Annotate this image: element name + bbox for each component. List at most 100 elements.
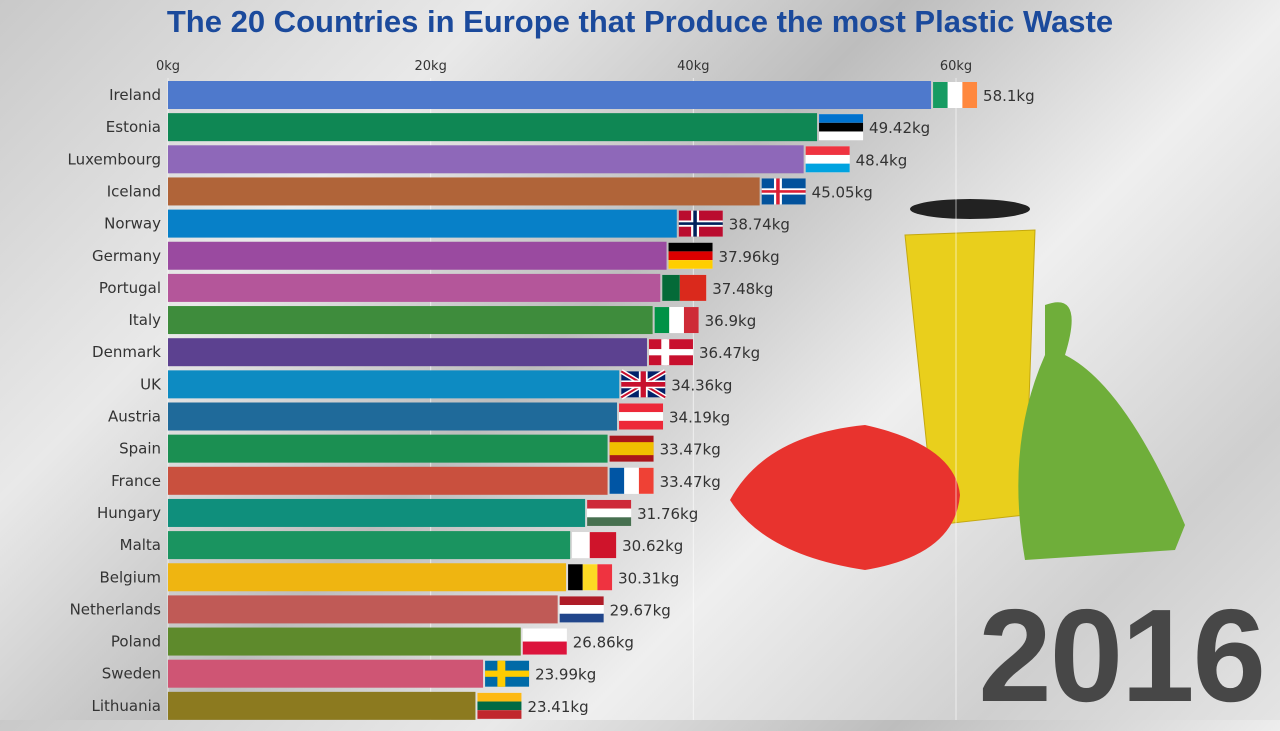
- category-label: UK: [140, 375, 162, 393]
- hungary-flag-icon: [587, 499, 632, 526]
- bar: [168, 627, 521, 656]
- category-label: Ireland: [109, 86, 161, 104]
- germany-flag-icon: [668, 242, 713, 269]
- category-label: Netherlands: [70, 600, 162, 618]
- bar-row: Austria 34.19kg: [108, 402, 730, 431]
- bar-row: Portugal 37.48kg: [99, 273, 773, 302]
- uk-flag-icon: [619, 369, 667, 400]
- value-label: 30.31kg: [618, 569, 679, 587]
- bar-row: UK 34.36kg: [140, 369, 732, 400]
- value-label: 49.42kg: [869, 119, 930, 137]
- bar-row: Denmark 36.47kg: [92, 338, 760, 367]
- x-tick-label: 20kg: [415, 59, 447, 74]
- category-label: Belgium: [100, 568, 162, 586]
- bar: [168, 209, 677, 238]
- bar-row: Poland 26.86kg: [111, 627, 634, 656]
- category-label: Italy: [128, 311, 161, 329]
- bar: [168, 563, 567, 592]
- bar: [168, 241, 667, 270]
- category-label: France: [111, 472, 161, 490]
- bar: [168, 177, 760, 206]
- italy-flag-icon: [654, 307, 699, 334]
- category-label: Poland: [111, 633, 161, 651]
- netherlands-flag-icon: [559, 596, 604, 623]
- x-tick-label: 60kg: [940, 59, 972, 74]
- bar: [168, 402, 618, 431]
- ireland-flag-icon: [933, 82, 978, 108]
- value-label: 33.47kg: [660, 441, 721, 459]
- category-label: Malta: [120, 536, 161, 554]
- bar: [168, 113, 818, 142]
- bar-row: Iceland 45.05kg: [107, 177, 873, 206]
- category-label: Austria: [108, 408, 161, 426]
- plastic-bags-image: [730, 199, 1185, 570]
- bar-row: Italy 36.9kg: [128, 306, 756, 335]
- category-label: Germany: [92, 247, 161, 265]
- bar: [168, 81, 932, 109]
- value-label: 36.47kg: [699, 344, 760, 362]
- year-label: 2016: [978, 582, 1266, 729]
- value-label: 34.36kg: [671, 376, 732, 394]
- value-label: 58.1kg: [983, 87, 1035, 105]
- estonia-flag-icon: [819, 114, 864, 141]
- bar-row: Estonia 49.42kg: [106, 113, 930, 142]
- bar: [168, 306, 653, 335]
- category-label: Spain: [119, 440, 161, 458]
- sweden-flag-icon: [485, 660, 530, 687]
- bar: [168, 531, 571, 560]
- category-label: Estonia: [106, 118, 161, 136]
- value-label: 29.67kg: [610, 601, 671, 619]
- bar-row: Norway 38.74kg: [104, 209, 790, 238]
- luxembourg-flag-icon: [805, 146, 850, 173]
- category-label: Denmark: [92, 343, 161, 361]
- value-label: 37.48kg: [712, 280, 773, 298]
- category-label: Hungary: [97, 504, 161, 522]
- france-flag-icon: [609, 467, 654, 494]
- lithuania-flag-icon: [477, 692, 522, 719]
- value-label: 34.19kg: [669, 409, 730, 427]
- norway-flag-icon: [678, 210, 723, 237]
- category-label: Iceland: [107, 182, 161, 200]
- malta-flag-icon: [572, 532, 617, 559]
- category-label: Luxembourg: [68, 150, 162, 168]
- value-label: 31.76kg: [637, 505, 698, 523]
- bar-row: Luxembourg 48.4kg: [68, 145, 908, 174]
- austria-flag-icon: [619, 403, 664, 430]
- bar-row: Germany 37.96kg: [92, 241, 780, 270]
- bar: [168, 498, 586, 527]
- value-label: 23.99kg: [535, 666, 596, 684]
- bar: [168, 434, 608, 463]
- poland-flag-icon: [522, 628, 567, 655]
- value-label: 37.96kg: [719, 248, 780, 266]
- value-label: 23.41kg: [527, 698, 588, 716]
- x-tick-label: 40kg: [677, 59, 709, 74]
- bar-row: Belgium 30.31kg: [100, 563, 679, 592]
- bar-row: Spain 33.47kg: [119, 434, 721, 463]
- portugal-flag-icon: [662, 274, 707, 301]
- x-tick-label: 0kg: [156, 59, 180, 74]
- category-label: Norway: [104, 215, 161, 233]
- value-label: 33.47kg: [660, 473, 721, 491]
- value-label: 30.62kg: [622, 537, 683, 555]
- belgium-flag-icon: [568, 564, 613, 591]
- spain-flag-icon: [609, 435, 654, 462]
- chart-title: The 20 Countries in Europe that Produce …: [166, 4, 1114, 39]
- bar: [168, 691, 476, 720]
- bar-row: France 33.47kg: [111, 466, 721, 495]
- bar-row: Ireland 58.1kg: [109, 81, 1035, 109]
- bar-row: Malta 30.62kg: [120, 531, 683, 560]
- value-label: 45.05kg: [812, 183, 873, 201]
- value-label: 48.4kg: [856, 151, 908, 169]
- bar: [168, 273, 661, 302]
- category-label: Portugal: [99, 279, 161, 297]
- bar: [168, 338, 647, 367]
- bar: [168, 145, 804, 174]
- bar: [168, 466, 608, 495]
- denmark-flag-icon: [648, 339, 693, 366]
- bar: [168, 595, 558, 624]
- bar-row: Hungary 31.76kg: [97, 498, 698, 527]
- category-label: Lithuania: [92, 697, 161, 715]
- bar-row: Sweden 23.99kg: [102, 659, 596, 688]
- value-label: 38.74kg: [729, 216, 790, 234]
